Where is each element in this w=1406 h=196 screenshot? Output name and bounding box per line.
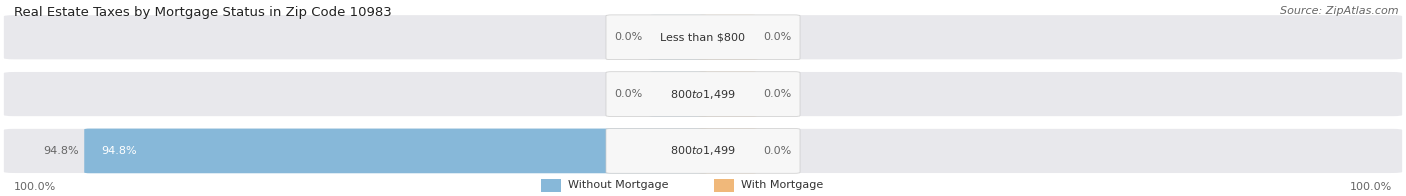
FancyBboxPatch shape bbox=[648, 15, 709, 60]
FancyBboxPatch shape bbox=[697, 72, 758, 116]
FancyBboxPatch shape bbox=[714, 179, 734, 192]
FancyBboxPatch shape bbox=[84, 129, 709, 173]
Text: 0.0%: 0.0% bbox=[614, 32, 643, 42]
Text: 0.0%: 0.0% bbox=[614, 89, 643, 99]
Text: 0.0%: 0.0% bbox=[763, 146, 792, 156]
FancyBboxPatch shape bbox=[606, 15, 800, 60]
Text: $800 to $1,499: $800 to $1,499 bbox=[671, 144, 735, 157]
FancyBboxPatch shape bbox=[606, 129, 800, 173]
Text: 0.0%: 0.0% bbox=[763, 89, 792, 99]
FancyBboxPatch shape bbox=[3, 14, 1403, 60]
FancyBboxPatch shape bbox=[3, 71, 1403, 117]
Text: 0.0%: 0.0% bbox=[763, 32, 792, 42]
Text: 94.8%: 94.8% bbox=[101, 146, 136, 156]
FancyBboxPatch shape bbox=[697, 15, 758, 60]
Text: 94.8%: 94.8% bbox=[44, 146, 79, 156]
Text: Without Mortgage: Without Mortgage bbox=[568, 180, 668, 190]
Text: Source: ZipAtlas.com: Source: ZipAtlas.com bbox=[1281, 6, 1399, 16]
Text: 100.0%: 100.0% bbox=[1350, 182, 1392, 192]
Text: Real Estate Taxes by Mortgage Status in Zip Code 10983: Real Estate Taxes by Mortgage Status in … bbox=[14, 6, 392, 19]
FancyBboxPatch shape bbox=[606, 72, 800, 116]
Text: 100.0%: 100.0% bbox=[14, 182, 56, 192]
Text: $800 to $1,499: $800 to $1,499 bbox=[671, 88, 735, 101]
FancyBboxPatch shape bbox=[3, 128, 1403, 174]
FancyBboxPatch shape bbox=[697, 129, 758, 173]
Text: Less than $800: Less than $800 bbox=[661, 32, 745, 42]
Text: With Mortgage: With Mortgage bbox=[741, 180, 823, 190]
FancyBboxPatch shape bbox=[648, 72, 709, 116]
FancyBboxPatch shape bbox=[541, 179, 561, 192]
